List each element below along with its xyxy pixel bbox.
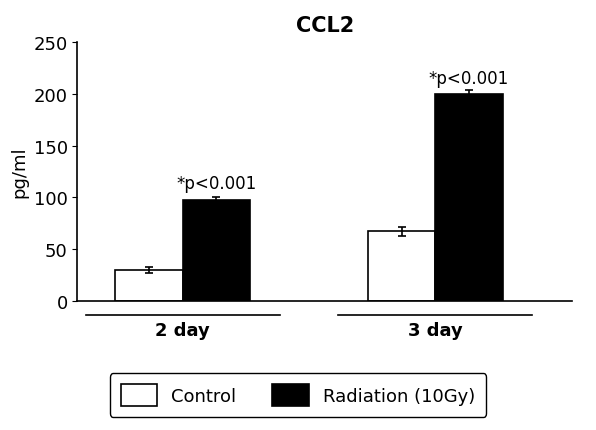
Text: 3 day: 3 day (408, 322, 462, 340)
Bar (116, 270, 183, 301)
Bar (183, 201, 250, 301)
Legend: Control, Radiation (10Gy): Control, Radiation (10Gy) (110, 373, 486, 417)
Title: CCL2: CCL2 (296, 16, 354, 36)
Bar (368, 232, 435, 301)
Text: Culture days after irradiation: Culture days after irradiation (177, 373, 473, 391)
Text: 2 day: 2 day (156, 322, 210, 340)
Y-axis label: pg/ml: pg/ml (10, 146, 28, 198)
Bar (435, 95, 502, 301)
Text: *p<0.001: *p<0.001 (176, 175, 256, 193)
Text: *p<0.001: *p<0.001 (429, 69, 509, 87)
